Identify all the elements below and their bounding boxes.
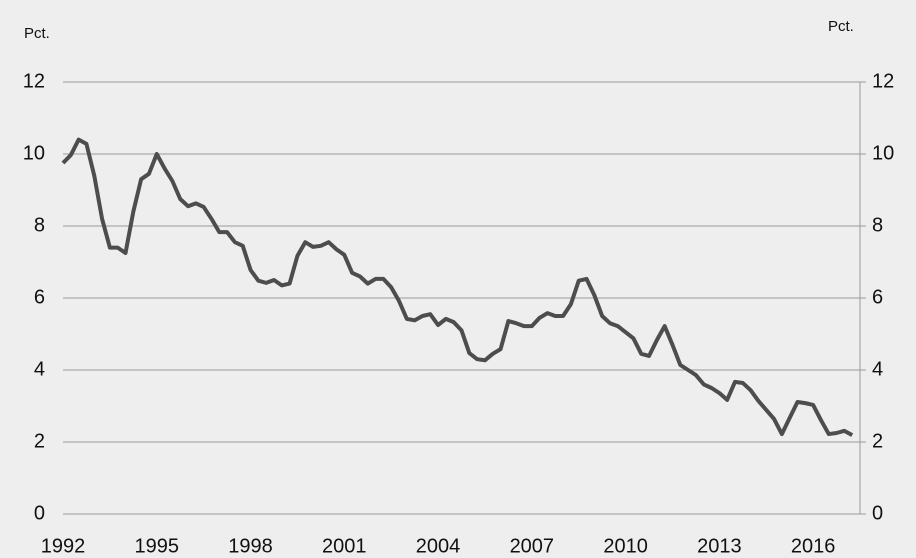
x-tick-label: 2016 xyxy=(791,535,836,557)
x-tick-label: 2013 xyxy=(697,535,742,557)
x-tick-label: 1995 xyxy=(135,535,180,557)
y-tick-label: 2 xyxy=(34,430,45,452)
y2-tick-label: 4 xyxy=(872,358,883,380)
x-tick-label: 2007 xyxy=(510,535,555,557)
x-tick-label: 1998 xyxy=(228,535,273,557)
y2-tick-label: 8 xyxy=(872,214,883,236)
y2-tick-label: 0 xyxy=(872,502,883,524)
y2-axis-label: Pct. xyxy=(828,18,854,35)
x-tick-label: 1992 xyxy=(41,535,86,557)
y2-tick-label: 10 xyxy=(872,142,894,164)
y-tick-label: 6 xyxy=(34,286,45,308)
x-tick-label: 2001 xyxy=(322,535,367,557)
data-line xyxy=(61,137,854,437)
y2-tick-label: 2 xyxy=(872,430,883,452)
x-tick-label: 2004 xyxy=(416,535,461,557)
y2-tick-label: 6 xyxy=(872,286,883,308)
y-tick-label: 8 xyxy=(34,214,45,236)
y-tick-label: 12 xyxy=(23,70,45,92)
y-axis-label: Pct. xyxy=(24,25,50,42)
y-tick-label: 10 xyxy=(23,142,45,164)
y-tick-label: 0 xyxy=(34,502,45,524)
x-tick-label: 2010 xyxy=(603,535,648,557)
y2-tick-label: 12 xyxy=(872,70,894,92)
y-tick-label: 4 xyxy=(34,358,45,380)
